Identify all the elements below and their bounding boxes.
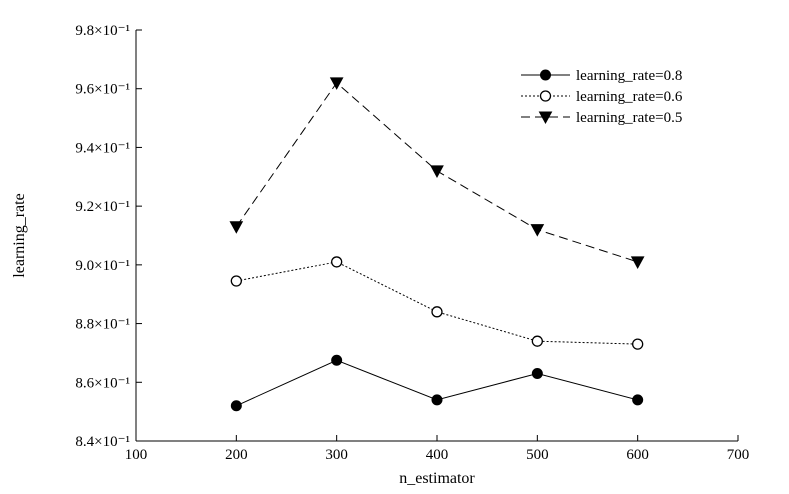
legend-entry: learning_rate=0.5 (521, 110, 682, 126)
y-tick-label: 9.8×10⁻¹ (75, 23, 130, 39)
data-point (431, 394, 443, 406)
legend-label: learning_rate=0.6 (576, 89, 683, 105)
x-tick-label: 300 (325, 447, 348, 463)
series-line (236, 261, 638, 345)
x-tick-label: 100 (125, 447, 148, 463)
data-point (329, 77, 344, 90)
data-point (230, 275, 242, 287)
data-point (531, 335, 543, 347)
x-tick-label: 400 (426, 447, 449, 463)
data-point (229, 221, 244, 234)
y-tick-label: 8.4×10⁻¹ (75, 434, 130, 450)
legend-marker (539, 90, 552, 102)
series-2 (230, 256, 644, 350)
data-point (331, 354, 343, 366)
x-tick-label: 500 (526, 447, 549, 463)
y-tick-label: 8.8×10⁻¹ (75, 317, 130, 333)
y-axis-label: learning_rate (11, 193, 28, 277)
data-point (530, 224, 545, 237)
legend-entry: learning_rate=0.6 (521, 89, 683, 105)
y-axis-ticks: 8.4×10⁻¹ 8.6×10⁻¹ 8.8×10⁻¹ 9.0×10⁻¹ 9.2×10⁻¹… (75, 23, 142, 450)
y-tick-label: 8.6×10⁻¹ (75, 375, 130, 391)
series-layer (229, 77, 645, 412)
data-point (230, 400, 242, 412)
data-point (331, 256, 343, 268)
legend-marker (540, 69, 551, 81)
legend: learning_rate=0.8 learning_rate=0.6learni… (521, 68, 683, 126)
series-1 (230, 354, 644, 412)
data-point (431, 306, 443, 318)
data-point (630, 256, 645, 269)
y-tick-label: 9.6×10⁻¹ (75, 82, 130, 98)
legend-label: learning_rate=0.8 (576, 68, 682, 84)
data-point (632, 338, 644, 350)
data-point (430, 165, 444, 178)
series-3 (229, 77, 645, 269)
legend-label: learning_rate=0.5 (576, 110, 682, 126)
y-tick-label: 9.0×10⁻¹ (75, 258, 130, 274)
x-tick-label: 700 (727, 447, 750, 463)
data-point (531, 367, 543, 379)
data-point (632, 394, 644, 406)
legend-entry: learning_rate=0.8 (521, 68, 682, 84)
y-tick-label: 9.4×10⁻¹ (75, 140, 130, 156)
y-tick-label: 9.2×10⁻¹ (75, 199, 130, 215)
x-tick-label: 200 (225, 447, 248, 463)
x-axis-ticks: 100 200 300 400 500 600 700 (125, 435, 750, 463)
x-tick-label: 600 (626, 447, 649, 463)
legend-marker (538, 111, 553, 125)
x-axis-label: n_estimator (399, 470, 475, 487)
